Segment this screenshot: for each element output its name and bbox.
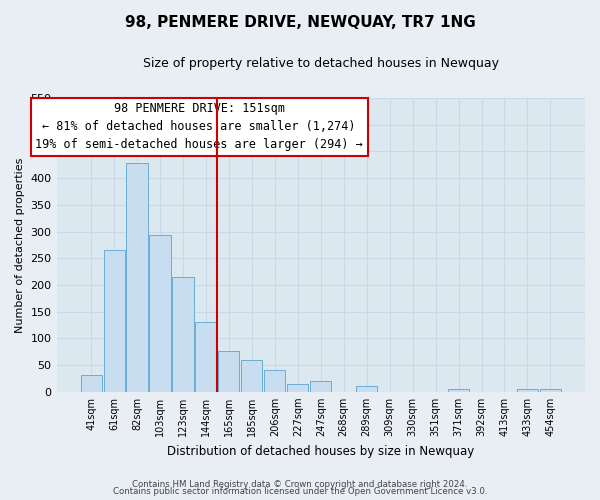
Bar [310, 381, 331, 392]
Bar [104, 250, 125, 392]
Bar [448, 389, 469, 392]
Bar [241, 360, 262, 392]
Bar [218, 351, 239, 392]
Bar [540, 389, 561, 392]
Bar [264, 370, 286, 392]
Bar [80, 374, 101, 392]
Text: Contains HM Land Registry data © Crown copyright and database right 2024.: Contains HM Land Registry data © Crown c… [132, 480, 468, 489]
X-axis label: Distribution of detached houses by size in Newquay: Distribution of detached houses by size … [167, 444, 475, 458]
Text: 98 PENMERE DRIVE: 151sqm
← 81% of detached houses are smaller (1,274)
19% of sem: 98 PENMERE DRIVE: 151sqm ← 81% of detach… [35, 102, 363, 152]
Title: Size of property relative to detached houses in Newquay: Size of property relative to detached ho… [143, 58, 499, 70]
Bar [287, 384, 308, 392]
Text: Contains public sector information licensed under the Open Government Licence v3: Contains public sector information licen… [113, 488, 487, 496]
Text: 98, PENMERE DRIVE, NEWQUAY, TR7 1NG: 98, PENMERE DRIVE, NEWQUAY, TR7 1NG [125, 15, 475, 30]
Bar [149, 236, 170, 392]
Bar [172, 277, 194, 392]
Bar [196, 322, 217, 392]
Bar [127, 163, 148, 392]
Bar [517, 389, 538, 392]
Y-axis label: Number of detached properties: Number of detached properties [15, 157, 25, 332]
Bar [356, 386, 377, 392]
